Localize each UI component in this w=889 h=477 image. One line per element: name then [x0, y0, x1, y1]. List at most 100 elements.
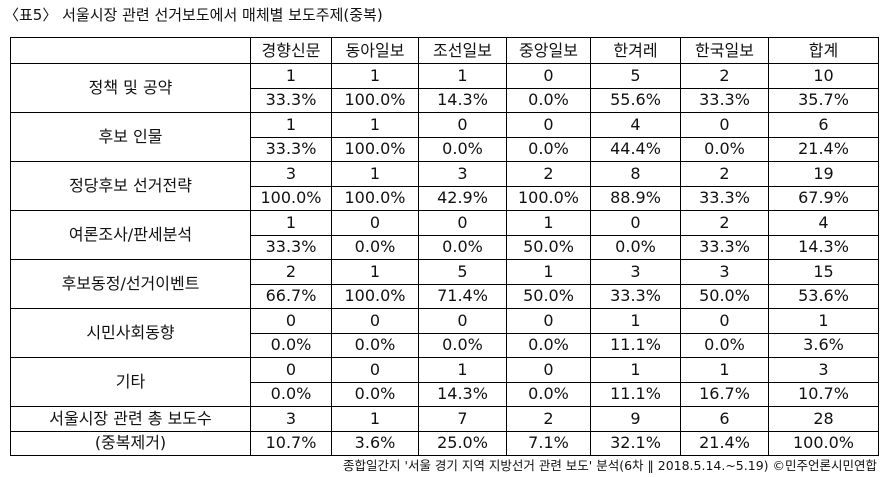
- table-title: 〈표5〉 서울시장 관련 선거보도에서 매체별 보도주제(중복): [4, 6, 383, 24]
- percent-row: 0.0% 0.0% 14.3% 0.0% 11.1% 16.7% 10.7%: [11, 381, 879, 407]
- count-cell: 0: [250, 308, 332, 334]
- count-cell: 1: [418, 63, 507, 89]
- percent-row: 100.0% 100.0% 42.9% 100.0% 88.9% 33.3% 67.9%: [11, 185, 879, 211]
- count-cell: 1: [331, 259, 419, 285]
- percent-cell: 3.6%: [331, 430, 419, 456]
- count-cell: 4: [768, 210, 879, 236]
- count-cell: 0: [331, 308, 419, 334]
- count-cell: 0: [250, 357, 332, 383]
- count-row: 후보동정/선거이벤트 2 1 5 1 3 3 15: [10, 259, 879, 309]
- count-cell: 1: [680, 357, 769, 383]
- column-header: 동아일보: [331, 37, 419, 64]
- count-row: 정당후보 선거전략 3 1 3 2 8 2 19: [10, 161, 879, 211]
- corner-cell: [10, 37, 251, 64]
- column-header: 한국일보: [680, 37, 769, 64]
- topic-table: 경향신문 동아일보 조선일보 중앙일보 한겨레 한국일보 합계 정책 및 공약 1 1 1 0 5 2 1…: [10, 37, 879, 456]
- count-cell: 1: [590, 308, 681, 334]
- percent-cell: 0.0%: [418, 136, 507, 162]
- count-cell: 0: [418, 308, 507, 334]
- count-cell: 0: [506, 63, 591, 89]
- percent-cell: 10.7%: [250, 430, 332, 456]
- count-row: 정책 및 공약 1 1 1 0 5 2 10: [10, 63, 879, 113]
- percent-cell: 21.4%: [680, 430, 769, 456]
- count-cell: 0: [506, 308, 591, 334]
- percent-row: 33.3% 100.0% 14.3% 0.0% 55.6% 33.3% 35.7%: [11, 87, 879, 113]
- count-cell: 0: [331, 210, 419, 236]
- percent-cell: 33.3%: [680, 234, 769, 260]
- count-cell: 0: [506, 112, 591, 138]
- percent-cell: 100.0%: [506, 185, 591, 211]
- row-label: 후보 인물: [10, 112, 251, 162]
- count-cell: 1: [331, 406, 419, 432]
- percent-cell: 50.0%: [680, 283, 769, 309]
- count-cell: 7: [418, 406, 507, 432]
- count-cell: 2: [680, 210, 769, 236]
- count-row: 시민사회동향 0 0 0 0 1 0 1: [10, 308, 879, 358]
- count-cell: 5: [418, 259, 507, 285]
- source-note: 종합일간지 '서울 경기 지역 지방선거 관련 보도' 분석(6차 ‖ 2018…: [343, 458, 877, 473]
- count-cell: 0: [418, 210, 507, 236]
- percent-cell: 11.1%: [590, 332, 681, 358]
- row-label: 정책 및 공약: [10, 63, 251, 113]
- percent-cell: 55.6%: [590, 87, 681, 113]
- percent-cell: 0.0%: [331, 332, 419, 358]
- percent-cell: 0.0%: [506, 332, 591, 358]
- percent-cell: 100.0%: [331, 87, 419, 113]
- count-cell: 6: [680, 406, 769, 432]
- percent-cell: 0.0%: [331, 381, 419, 407]
- percent-cell: 100.0%: [331, 283, 419, 309]
- percent-cell: 0.0%: [680, 136, 769, 162]
- count-row: 여론조사/판세분석 1 0 0 1 0 2 4: [10, 210, 879, 260]
- count-cell: 9: [590, 406, 681, 432]
- percent-cell: 88.9%: [590, 185, 681, 211]
- count-cell: 6: [768, 112, 879, 138]
- count-cell: 19: [768, 161, 879, 187]
- percent-cell: 42.9%: [418, 185, 507, 211]
- percent-cell: 33.3%: [250, 136, 332, 162]
- header-row: 경향신문 동아일보 조선일보 중앙일보 한겨레 한국일보 합계: [10, 37, 879, 64]
- percent-cell: 25.0%: [418, 430, 507, 456]
- percent-cell: 50.0%: [506, 234, 591, 260]
- percent-cell: 71.4%: [418, 283, 507, 309]
- percent-cell: 0.0%: [418, 332, 507, 358]
- count-cell: 3: [250, 161, 332, 187]
- count-cell: 1: [506, 210, 591, 236]
- row-label: 여론조사/판세분석: [10, 210, 251, 260]
- row-label: 기타: [10, 357, 251, 407]
- column-header: 한겨레: [590, 37, 681, 64]
- percent-cell: 33.3%: [250, 234, 332, 260]
- percent-cell: 100.0%: [331, 136, 419, 162]
- count-row: 후보 인물 1 1 0 0 4 0 6: [10, 112, 879, 162]
- row-label: 후보동정/선거이벤트: [10, 259, 251, 309]
- percent-cell: 33.3%: [250, 87, 332, 113]
- percent-row: (중복제거) 10.7% 3.6% 25.0% 7.1% 32.1% 21.4% 100.0%: [10, 430, 879, 456]
- percent-cell: 53.6%: [768, 283, 879, 309]
- count-cell: 2: [680, 63, 769, 89]
- percent-cell: 50.0%: [506, 283, 591, 309]
- count-row: 서울시장 관련 총 보도수 3 1 7 2 9 6 28: [10, 406, 879, 432]
- count-cell: 1: [418, 357, 507, 383]
- percent-cell: 0.0%: [250, 381, 332, 407]
- count-cell: 1: [768, 308, 879, 334]
- count-cell: 3: [250, 406, 332, 432]
- percent-row: 0.0% 0.0% 0.0% 0.0% 11.1% 0.0% 3.6%: [11, 332, 879, 358]
- count-cell: 0: [331, 357, 419, 383]
- percent-cell: 44.4%: [590, 136, 681, 162]
- percent-cell: 33.3%: [680, 185, 769, 211]
- percent-cell: 33.3%: [590, 283, 681, 309]
- percent-cell: 14.3%: [418, 87, 507, 113]
- percent-cell: 0.0%: [590, 234, 681, 260]
- count-cell: 4: [590, 112, 681, 138]
- count-cell: 15: [768, 259, 879, 285]
- percent-cell: 0.0%: [506, 381, 591, 407]
- count-cell: 0: [680, 308, 769, 334]
- count-cell: 10: [768, 63, 879, 89]
- percent-cell: 0.0%: [418, 234, 507, 260]
- count-cell: 1: [331, 161, 419, 187]
- row-label: 서울시장 관련 총 보도수: [10, 406, 251, 432]
- table-body: 정책 및 공약 1 1 1 0 5 2 10 33.3% 100.0% 14.3% 0.0% 55.6%…: [10, 63, 879, 456]
- count-cell: 1: [250, 112, 332, 138]
- percent-cell: 11.1%: [590, 381, 681, 407]
- percent-cell: 66.7%: [250, 283, 332, 309]
